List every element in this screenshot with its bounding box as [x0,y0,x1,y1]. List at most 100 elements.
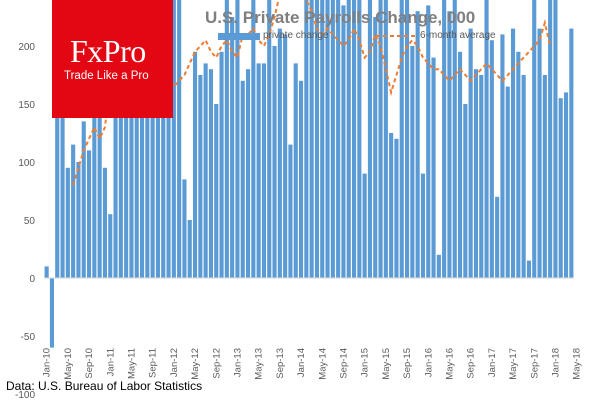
bar [500,34,505,279]
bar [569,28,574,278]
x-tick-label: Jan-10 [42,348,53,377]
x-tick-label: May-16 [444,348,455,380]
y-tick-label: 200 [18,42,35,53]
bar [267,0,272,278]
bar [124,0,129,279]
bar [484,0,489,278]
x-tick-label: May-14 [317,348,328,380]
bar [415,11,420,278]
bar [272,46,277,278]
bar [44,266,49,278]
x-tick-label: Jan-15 [360,348,371,377]
x-tick-label: May-15 [381,348,392,380]
bar [261,63,267,279]
bar [86,150,92,278]
average-line [72,0,552,186]
bar [479,75,484,278]
chart-title: U.S. Private Payrolls Change, 000 [205,8,476,27]
bar [277,28,282,278]
legend-swatch-private-change [218,33,260,40]
bar [182,179,187,278]
bar [240,80,245,278]
bar [256,63,261,279]
bar [320,0,325,278]
bar [489,40,494,279]
bar [155,51,161,278]
x-tick-label: Sep-13 [275,348,286,379]
bar [293,63,298,279]
bar [463,104,468,278]
x-tick-label: Sep-11 [148,348,159,378]
bar [108,214,113,278]
y-tick-label: 150 [18,100,35,111]
bar [521,75,526,278]
bar [283,34,288,279]
x-tick-label: Jan-16 [423,348,434,377]
data-source-note: Data: U.S. Bureau of Labor Statistics [6,379,203,393]
bar [102,167,108,278]
x-tick-label: May-11 [126,348,137,379]
fxpro-logo: FxPro Trade Like a Pro [52,0,173,118]
bar [214,104,219,278]
bar [198,75,203,278]
y-tick-label: 100 [18,158,35,169]
bar [224,0,229,278]
bar [495,196,500,278]
x-tick-label: Jan-18 [550,348,561,377]
bar [378,0,383,278]
x-tick-label: Jan-13 [232,348,243,377]
bar [60,80,65,278]
bar [230,17,235,278]
bar [431,57,436,278]
bar [71,144,76,278]
bar [118,0,123,278]
bar [92,28,97,278]
logo-tagline: Trade Like a Pro [64,70,149,82]
x-tick-label: Jan-12 [169,348,180,377]
y-tick-label: 0 [29,274,35,285]
bar [553,0,558,279]
bar [145,109,150,278]
bar [367,0,373,279]
bar [542,75,547,278]
x-tick-label: May-12 [190,348,201,380]
x-tick-label: Sep-17 [529,348,540,379]
x-tick-label: Sep-14 [338,348,349,379]
bar [548,0,553,279]
x-tick-label: Jan-17 [487,348,498,377]
bar [65,167,70,278]
bar [410,46,415,278]
bar [394,138,399,278]
x-tick-label: Jan-11 [105,348,116,376]
bar [505,86,510,278]
bar [55,104,60,278]
bar [447,11,452,278]
bar [526,260,532,278]
bar [150,0,155,278]
bars-series [44,0,574,348]
bar [161,75,166,278]
bar [203,63,208,279]
bar [49,278,55,348]
bar [325,0,330,278]
bar [208,69,214,278]
bar [442,0,447,278]
bar [357,0,362,278]
bar [389,133,394,278]
bar [426,5,431,279]
x-tick-label: Sep-16 [466,348,477,379]
bar [532,0,537,278]
bar [457,51,463,278]
bar [373,17,378,278]
bar [436,254,441,278]
bar [219,51,224,278]
bar [516,51,521,278]
bar [314,0,320,278]
bar [166,28,171,278]
x-axis: Jan-10 May-10 Sep-10 Jan-11 May-11 Sep-11 Jan-… [42,348,583,380]
bar [288,144,293,278]
bar [177,0,182,278]
bar [187,220,192,278]
bar [351,0,357,279]
